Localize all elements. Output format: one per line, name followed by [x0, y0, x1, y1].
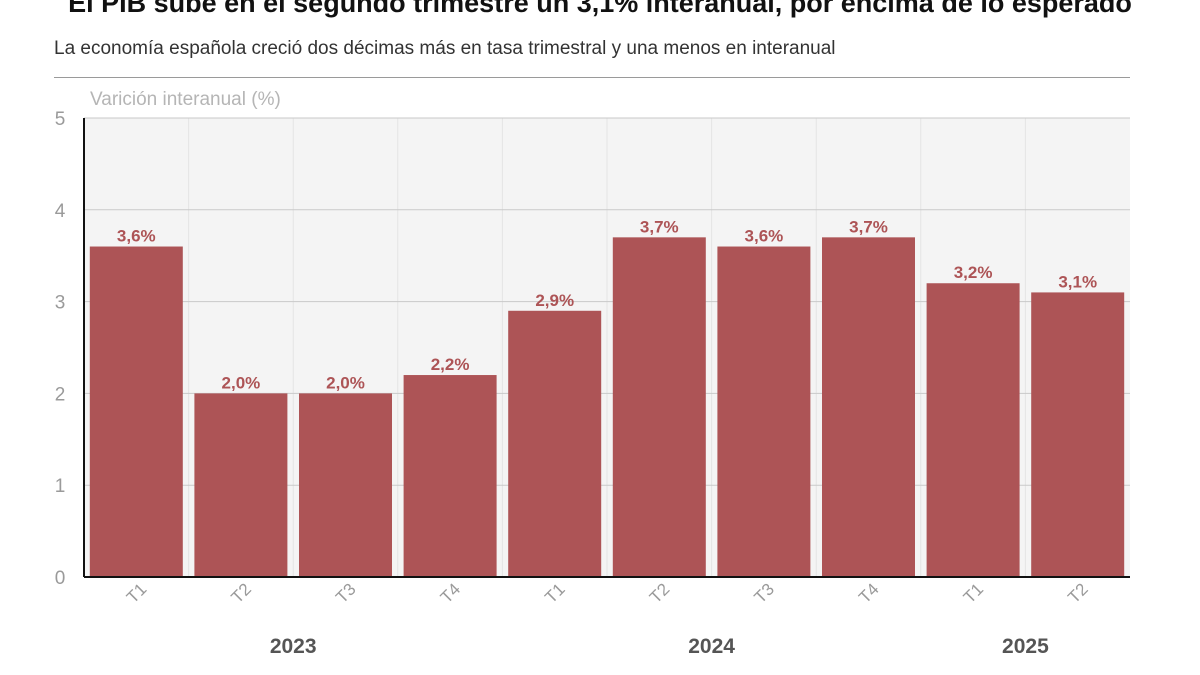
x-tick-label: T2 [1064, 580, 1091, 607]
bar [1031, 292, 1125, 577]
x-tick-label: T1 [123, 580, 150, 607]
bar [89, 246, 183, 577]
data-label: 3,6% [117, 227, 156, 246]
x-tick-label: T3 [332, 580, 359, 607]
data-label: 3,6% [745, 227, 784, 246]
bar [612, 237, 706, 577]
y-tick-label: 2 [55, 384, 66, 405]
year-group-label: 2025 [1002, 635, 1049, 658]
chart-subtitle: La economía española creció dos décimas … [54, 38, 836, 59]
bar [926, 283, 1020, 577]
header-divider [54, 77, 1130, 78]
data-label: 3,7% [640, 217, 679, 236]
year-group-label: 2024 [688, 635, 735, 658]
data-label: 3,1% [1058, 272, 1097, 291]
data-label: 3,2% [954, 263, 993, 282]
bar [299, 393, 392, 577]
data-label: 2,0% [326, 373, 365, 392]
y-tick-label: 0 [55, 568, 66, 589]
bar [403, 375, 497, 577]
bar [194, 393, 288, 577]
bar [508, 310, 602, 577]
y-tick-label: 5 [55, 109, 66, 130]
y-axis-label: Varición interanual (%) [90, 89, 281, 110]
x-tick-label: T1 [960, 580, 987, 607]
y-tick-label: 1 [55, 476, 66, 497]
y-tick-label: 4 [55, 201, 66, 222]
x-tick-label: T4 [437, 580, 464, 607]
x-tick-label: T2 [228, 580, 255, 607]
x-tick-label: T1 [541, 580, 568, 607]
bar [822, 237, 915, 577]
chart-title: El PIB sube en el segundo trimestre un 3… [68, 0, 1132, 18]
data-label: 2,2% [431, 355, 470, 374]
bar [717, 246, 811, 577]
x-tick-label: T4 [855, 580, 882, 607]
data-label: 2,9% [535, 291, 574, 310]
year-group-label: 2023 [270, 635, 317, 658]
data-label: 2,0% [222, 373, 261, 392]
x-tick-label: T3 [751, 580, 778, 607]
data-label: 3,7% [849, 217, 888, 236]
y-tick-label: 3 [55, 293, 66, 314]
x-tick-label: T2 [646, 580, 673, 607]
